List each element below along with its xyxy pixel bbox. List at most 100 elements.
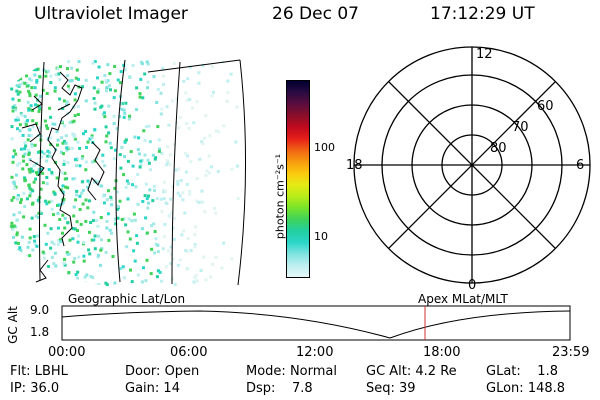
- speckle: [151, 153, 155, 157]
- speckle: [204, 278, 208, 282]
- speckle: [53, 122, 57, 126]
- speckle: [63, 139, 66, 143]
- speckle: [17, 84, 21, 88]
- speckle: [174, 168, 178, 172]
- speckle: [149, 168, 153, 172]
- speckle: [13, 104, 17, 108]
- speckle: [176, 180, 180, 184]
- speckle: [212, 90, 215, 94]
- speckle: [28, 77, 32, 81]
- speckle: [230, 167, 234, 171]
- speckle: [131, 164, 135, 168]
- speckle: [112, 122, 116, 125]
- speckle: [194, 225, 198, 229]
- speckle: [93, 128, 97, 132]
- speckle: [81, 202, 85, 206]
- speckle: [34, 103, 37, 107]
- speckle: [66, 67, 69, 71]
- speckle: [187, 126, 191, 130]
- speckle: [63, 226, 67, 230]
- speckle: [27, 240, 31, 244]
- speckle: [61, 213, 65, 217]
- speckle: [96, 224, 100, 228]
- speckle: [72, 133, 76, 137]
- speckle: [189, 249, 193, 253]
- speckle: [37, 109, 41, 113]
- speckle: [146, 80, 150, 84]
- speckle: [130, 280, 134, 284]
- speckle: [21, 81, 25, 85]
- speckle: [185, 183, 189, 186]
- speckle: [80, 157, 84, 161]
- speckle: [84, 168, 88, 172]
- speckle: [14, 118, 18, 122]
- speckle: [45, 70, 49, 74]
- speckle: [31, 119, 35, 123]
- speckle: [123, 111, 127, 115]
- speckle: [210, 165, 213, 169]
- speckle: [16, 118, 20, 122]
- speckle: [161, 247, 165, 251]
- speckle: [21, 133, 25, 137]
- speckle: [159, 197, 163, 201]
- speckle: [171, 99, 174, 103]
- speckle: [82, 132, 85, 136]
- speckle: [34, 93, 38, 97]
- speckle: [103, 164, 107, 168]
- speckle: [168, 163, 172, 166]
- speckle: [235, 164, 239, 168]
- speckle: [204, 114, 208, 118]
- speckle: [45, 182, 49, 186]
- speckle: [70, 79, 74, 82]
- speckle: [172, 237, 176, 241]
- speckle: [19, 249, 23, 253]
- speckle: [194, 274, 198, 278]
- speckle: [77, 234, 81, 238]
- speckle: [66, 186, 70, 190]
- speckle: [33, 143, 37, 147]
- speckle: [169, 197, 173, 201]
- speckle: [48, 154, 52, 158]
- speckle: [169, 153, 173, 157]
- speckle: [45, 92, 49, 95]
- speckle: [225, 99, 229, 103]
- speckle: [72, 260, 76, 264]
- speckle: [144, 182, 148, 186]
- speckle: [87, 248, 91, 252]
- speckle: [122, 217, 126, 221]
- speckle: [86, 140, 90, 144]
- speckle: [59, 65, 62, 69]
- speckle: [133, 135, 137, 139]
- speckle: [192, 121, 196, 125]
- speckle: [49, 143, 53, 147]
- speckle: [27, 108, 31, 112]
- speckle: [128, 114, 132, 118]
- speckle: [10, 198, 14, 202]
- speckle: [135, 241, 139, 245]
- colorbar-tick-10: 10: [314, 230, 328, 243]
- speckle: [147, 161, 151, 165]
- timeline-xtick-1200: 12:00: [296, 345, 334, 360]
- speckle: [154, 237, 158, 241]
- speckle: [26, 138, 30, 142]
- speckle: [15, 218, 19, 222]
- speckle: [61, 107, 65, 110]
- speckle: [32, 180, 36, 184]
- altitude-curve: [61, 310, 571, 339]
- speckle: [119, 267, 123, 271]
- speckle: [214, 211, 218, 215]
- speckle: [60, 136, 64, 140]
- speckle: [222, 241, 226, 245]
- speckle: [11, 226, 14, 230]
- speckle: [23, 121, 27, 125]
- speckle: [66, 74, 69, 78]
- speckle: [22, 215, 26, 219]
- speckle: [195, 177, 199, 180]
- speckle: [29, 191, 33, 195]
- speckle: [175, 97, 179, 101]
- speckle: [230, 257, 234, 261]
- speckle: [15, 89, 19, 93]
- speckle: [111, 255, 115, 258]
- speckle: [188, 97, 192, 101]
- speckle: [67, 87, 71, 91]
